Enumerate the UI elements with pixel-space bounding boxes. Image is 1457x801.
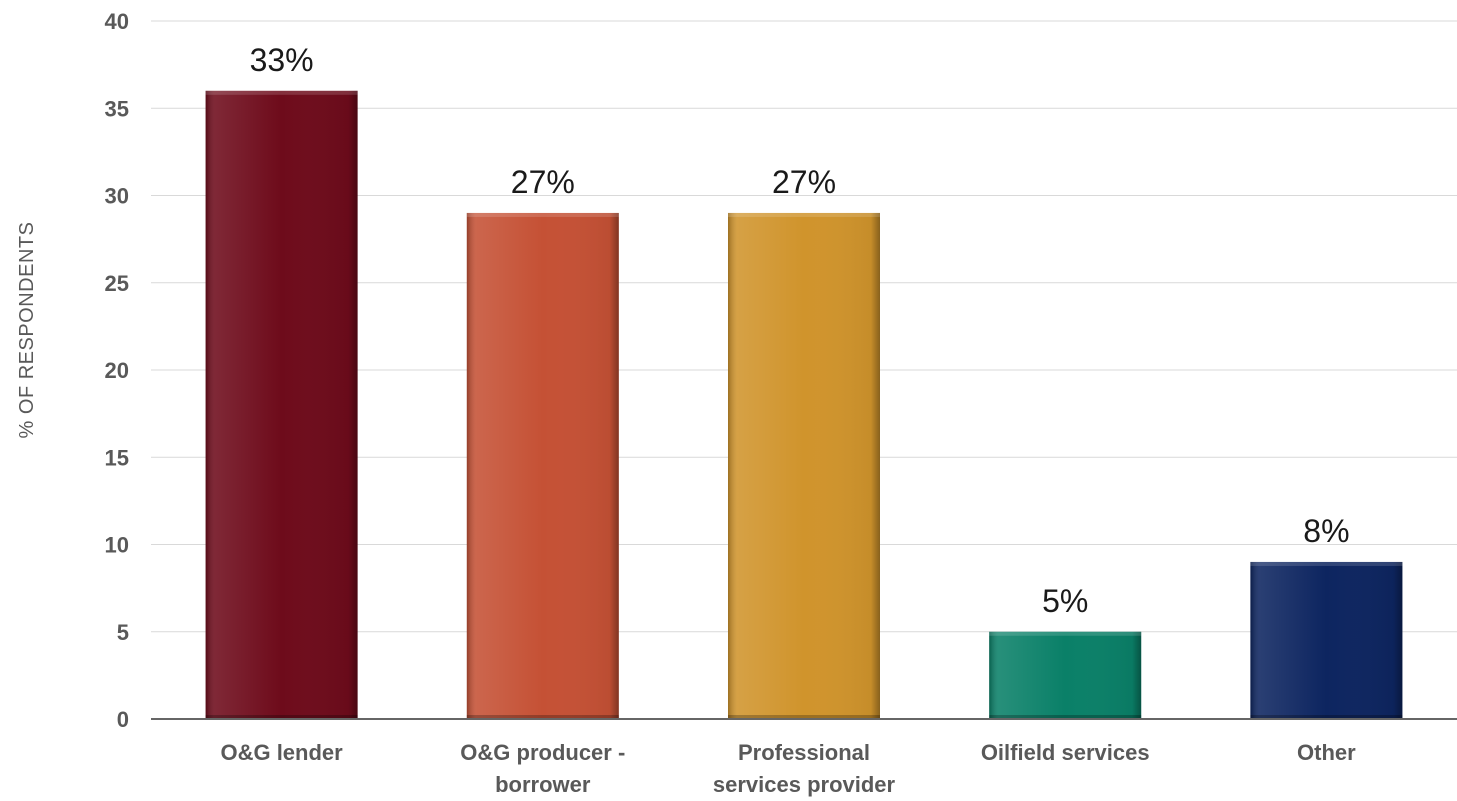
y-tick-label: 25: [105, 271, 129, 296]
bar-bottom-shadow: [466, 715, 619, 719]
bar: [989, 631, 1142, 719]
bar-top-highlight: [205, 90, 358, 95]
data-labels: 33% 27% 27% 5% 8%: [250, 42, 1350, 619]
bar-shading: [466, 212, 619, 719]
bar-bottom-shadow: [1250, 715, 1403, 719]
y-tick-label: 10: [105, 533, 129, 558]
bar-shading: [205, 90, 358, 720]
x-tick-label: borrower: [495, 772, 591, 797]
bar-shading: [1250, 561, 1403, 719]
x-tick-label: Professional: [738, 740, 870, 765]
y-axis-ticks: 0 5 10 15 20 25 30 35 40: [105, 9, 129, 732]
bar-bottom-shadow: [989, 715, 1142, 719]
bar: [466, 212, 619, 719]
y-tick-label: 20: [105, 358, 129, 383]
x-tick-label: services provider: [713, 772, 896, 797]
data-label: 8%: [1303, 513, 1349, 549]
x-tick-label: Other: [1297, 740, 1356, 765]
x-tick-label: O&G producer -: [460, 740, 625, 765]
bar: [205, 90, 358, 720]
y-tick-label: 15: [105, 445, 129, 470]
bars: [205, 90, 1403, 720]
data-label: 27%: [772, 164, 836, 200]
x-tick-label: Oilfield services: [981, 740, 1150, 765]
bar-shading: [728, 212, 880, 719]
data-label: 5%: [1042, 583, 1088, 619]
x-axis-ticks: O&G lender O&G producer - borrower Professi…: [220, 740, 1356, 797]
bar: [728, 212, 880, 719]
y-tick-label: 30: [105, 184, 129, 209]
bar-top-highlight: [1250, 561, 1403, 566]
data-label: 27%: [511, 164, 575, 200]
bar-shading: [989, 631, 1142, 719]
bar-bottom-shadow: [205, 715, 358, 719]
y-tick-label: 35: [105, 96, 129, 121]
bar-bottom-shadow: [728, 715, 880, 719]
bar: [1250, 561, 1403, 719]
bar-top-highlight: [466, 212, 619, 217]
bar-top-highlight: [989, 631, 1142, 636]
x-tick-label: O&G lender: [220, 740, 343, 765]
y-tick-label: 5: [117, 620, 129, 645]
bar-top-highlight: [728, 212, 880, 217]
y-tick-label: 0: [117, 707, 129, 732]
y-axis-label: % OF RESPONDENTS: [16, 222, 38, 439]
y-tick-label: 40: [105, 9, 129, 34]
data-label: 33%: [250, 42, 314, 78]
